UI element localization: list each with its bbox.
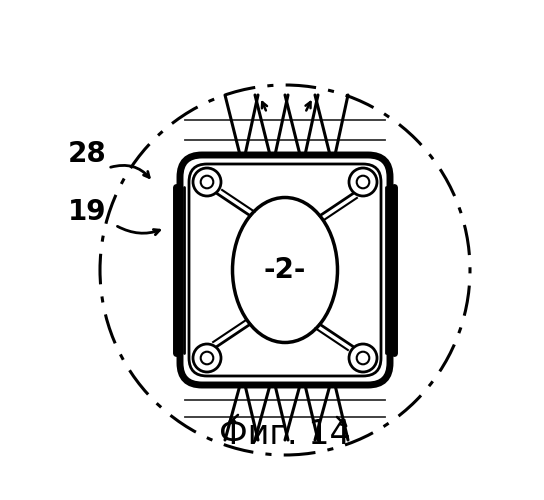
Circle shape — [357, 176, 369, 188]
Circle shape — [349, 344, 377, 372]
Ellipse shape — [232, 198, 337, 342]
Circle shape — [201, 176, 213, 188]
Circle shape — [193, 344, 221, 372]
Circle shape — [357, 352, 369, 364]
Circle shape — [349, 168, 377, 196]
Text: Фиг. 14: Фиг. 14 — [219, 418, 351, 452]
Text: -2-: -2- — [264, 256, 306, 284]
Text: 28: 28 — [68, 140, 107, 168]
Circle shape — [201, 352, 213, 364]
Text: 19: 19 — [68, 198, 107, 226]
Circle shape — [193, 168, 221, 196]
FancyBboxPatch shape — [180, 155, 390, 385]
